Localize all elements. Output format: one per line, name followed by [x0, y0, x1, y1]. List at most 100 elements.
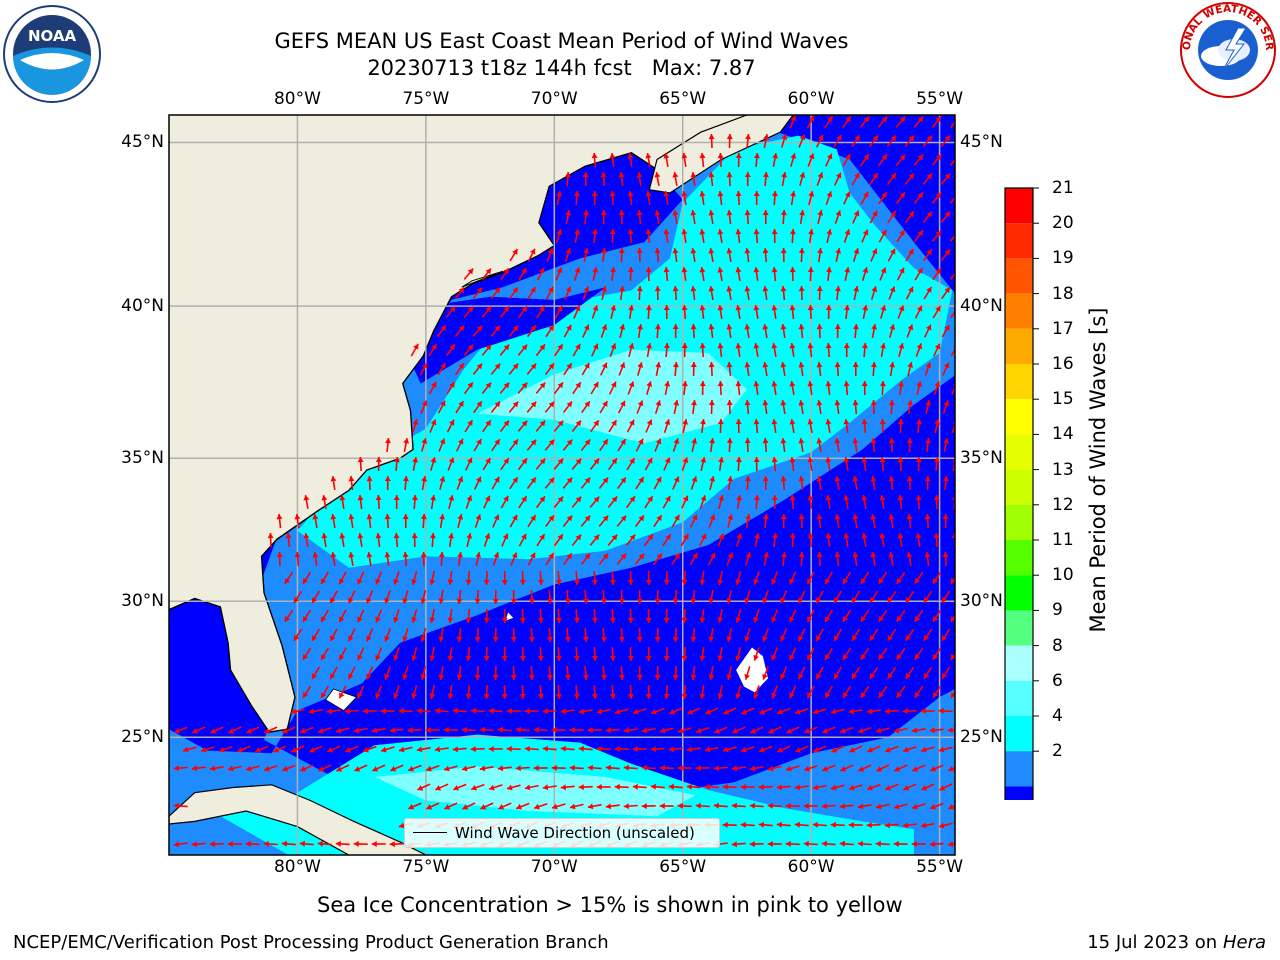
wind-wave-arrow-head — [789, 419, 796, 425]
wind-wave-arrow-head — [916, 305, 923, 312]
wind-wave-arrow-head — [557, 420, 564, 427]
wind-wave-arrow-head — [591, 153, 598, 159]
wind-wave-arrow-head — [638, 515, 644, 522]
wind-wave-arrow-head — [798, 673, 804, 680]
wind-wave-arrow-head — [650, 783, 656, 790]
wind-wave-arrow-head — [530, 552, 536, 559]
wind-wave-arrow-head — [753, 419, 760, 425]
wind-wave-arrow-head — [237, 747, 243, 753]
wind-wave-arrow-head — [521, 382, 528, 389]
wind-wave-arrow-head — [834, 673, 840, 679]
map-gridlines — [169, 115, 955, 855]
wind-wave-arrow-head — [857, 803, 864, 810]
wind-wave-arrow-head — [547, 248, 554, 255]
wind-wave-arrow-head — [596, 745, 602, 752]
wind-wave-arrow-head — [834, 324, 841, 329]
wind-wave-arrow-head — [917, 192, 924, 199]
wind-wave-arrow-head — [336, 766, 343, 772]
wind-wave-arrow-head — [393, 692, 399, 699]
wind-wave-arrow-head — [798, 324, 805, 330]
wind-wave-arrow-head — [474, 598, 481, 604]
wind-wave-arrow-head — [776, 784, 782, 791]
wind-wave-arrow-head — [426, 765, 432, 772]
wind-wave-arrow-head — [917, 116, 924, 123]
wind-wave-arrow-head — [584, 477, 591, 484]
wind-wave-arrow-head — [776, 821, 782, 828]
wind-wave-arrow-head — [876, 727, 882, 734]
wind-wave-arrow-head — [682, 381, 688, 387]
wind-wave-arrow-head — [825, 495, 832, 501]
colorbar-segment — [1005, 223, 1033, 259]
wind-wave-arrow-head — [771, 229, 778, 234]
wind-wave-arrow-head — [884, 708, 890, 715]
wind-wave-arrow-head — [444, 804, 451, 810]
wind-wave-arrow-head — [574, 229, 581, 235]
wind-wave-arrow-head — [879, 533, 886, 539]
wind-wave-arrow-head — [363, 746, 369, 753]
wind-wave-arrow-head — [330, 635, 336, 642]
wind-wave-arrow-head — [925, 400, 932, 406]
wind-wave-arrow-head — [942, 514, 949, 519]
wind-wave-arrow-head — [861, 495, 868, 501]
wind-wave-arrow-head — [813, 708, 819, 715]
wind-wave-arrow-head — [926, 211, 933, 218]
wind-wave-arrow-head — [557, 458, 564, 465]
wind-wave-arrow-head — [438, 552, 445, 558]
wind-wave-arrow-head — [366, 597, 372, 604]
wind-wave-arrow-head — [888, 400, 895, 406]
wind-wave-arrow-head — [690, 636, 697, 642]
wind-wave-arrow-head — [772, 153, 779, 159]
wind-wave-arrow-head — [591, 693, 598, 699]
wind-wave-arrow-head — [888, 514, 895, 520]
wind-wave-arrow-head — [573, 191, 580, 197]
wind-wave-arrow-head — [449, 382, 455, 388]
wind-wave-arrow-head — [753, 495, 760, 501]
wind-wave-arrow-head — [318, 766, 325, 772]
wind-wave-arrow-head — [826, 229, 833, 235]
wind-wave-arrow-head — [668, 783, 674, 790]
wind-wave-arrow-head — [780, 248, 787, 254]
wind-wave-arrow-head — [512, 401, 519, 408]
colorbar-segment — [1005, 751, 1033, 787]
wind-wave-arrow-head — [596, 784, 602, 790]
wind-wave-arrow-head — [479, 765, 486, 772]
wind-wave-arrow-head — [699, 343, 706, 349]
national-weather-service-logo-icon: NATIONAL WEATHER SERVICE — [1174, 0, 1278, 100]
wind-wave-arrow-head — [291, 747, 298, 753]
wind-wave-arrow-head — [926, 135, 933, 142]
wind-wave-arrow-head — [708, 210, 715, 216]
wind-wave-arrow-head — [458, 363, 464, 370]
wind-wave-arrow-head — [636, 248, 643, 254]
wind-wave-arrow-head — [902, 822, 909, 829]
wind-wave-arrow-head — [718, 457, 724, 463]
wind-wave-arrow-head — [807, 495, 814, 501]
wind-wave-arrow-head — [327, 747, 334, 753]
wind-wave-arrow-head — [192, 728, 199, 734]
wind-wave-arrow-head — [582, 598, 589, 604]
wind-wave-arrow-head — [914, 653, 921, 660]
wind-wave-arrow-head — [457, 476, 464, 483]
wind-wave-arrow-head — [951, 692, 955, 698]
lon-tick-bottom: 65°W — [659, 857, 707, 877]
wind-wave-arrow-head — [623, 727, 630, 734]
wind-wave-arrow-head — [789, 381, 796, 387]
wind-wave-arrow-head — [300, 727, 306, 734]
colorbar-label: Mean Period of Wind Waves [s] — [1086, 307, 1110, 633]
wind-wave-arrow-head — [943, 476, 949, 482]
wind-wave-arrow-head — [717, 305, 724, 311]
wind-wave-arrow-head — [916, 381, 923, 387]
wind-wave-arrow-head — [375, 533, 382, 539]
wind-wave-arrow-head — [894, 766, 901, 772]
wind-wave-arrow-head — [686, 783, 692, 790]
wind-wave-arrow-head — [506, 745, 512, 752]
wind-wave-arrow-head — [762, 362, 769, 368]
wind-wave-arrow-head — [402, 674, 408, 680]
wind-wave-arrow-head — [722, 821, 728, 828]
wind-wave-arrow-head — [609, 191, 616, 197]
colorbar-segment — [1005, 328, 1033, 364]
wind-wave-arrow-head — [899, 154, 906, 161]
lat-tick-left: 25°N — [121, 727, 164, 748]
wind-wave-arrow-head — [894, 803, 900, 810]
wind-wave-arrow-head — [620, 553, 627, 560]
wind-wave-arrow-head — [227, 841, 233, 847]
